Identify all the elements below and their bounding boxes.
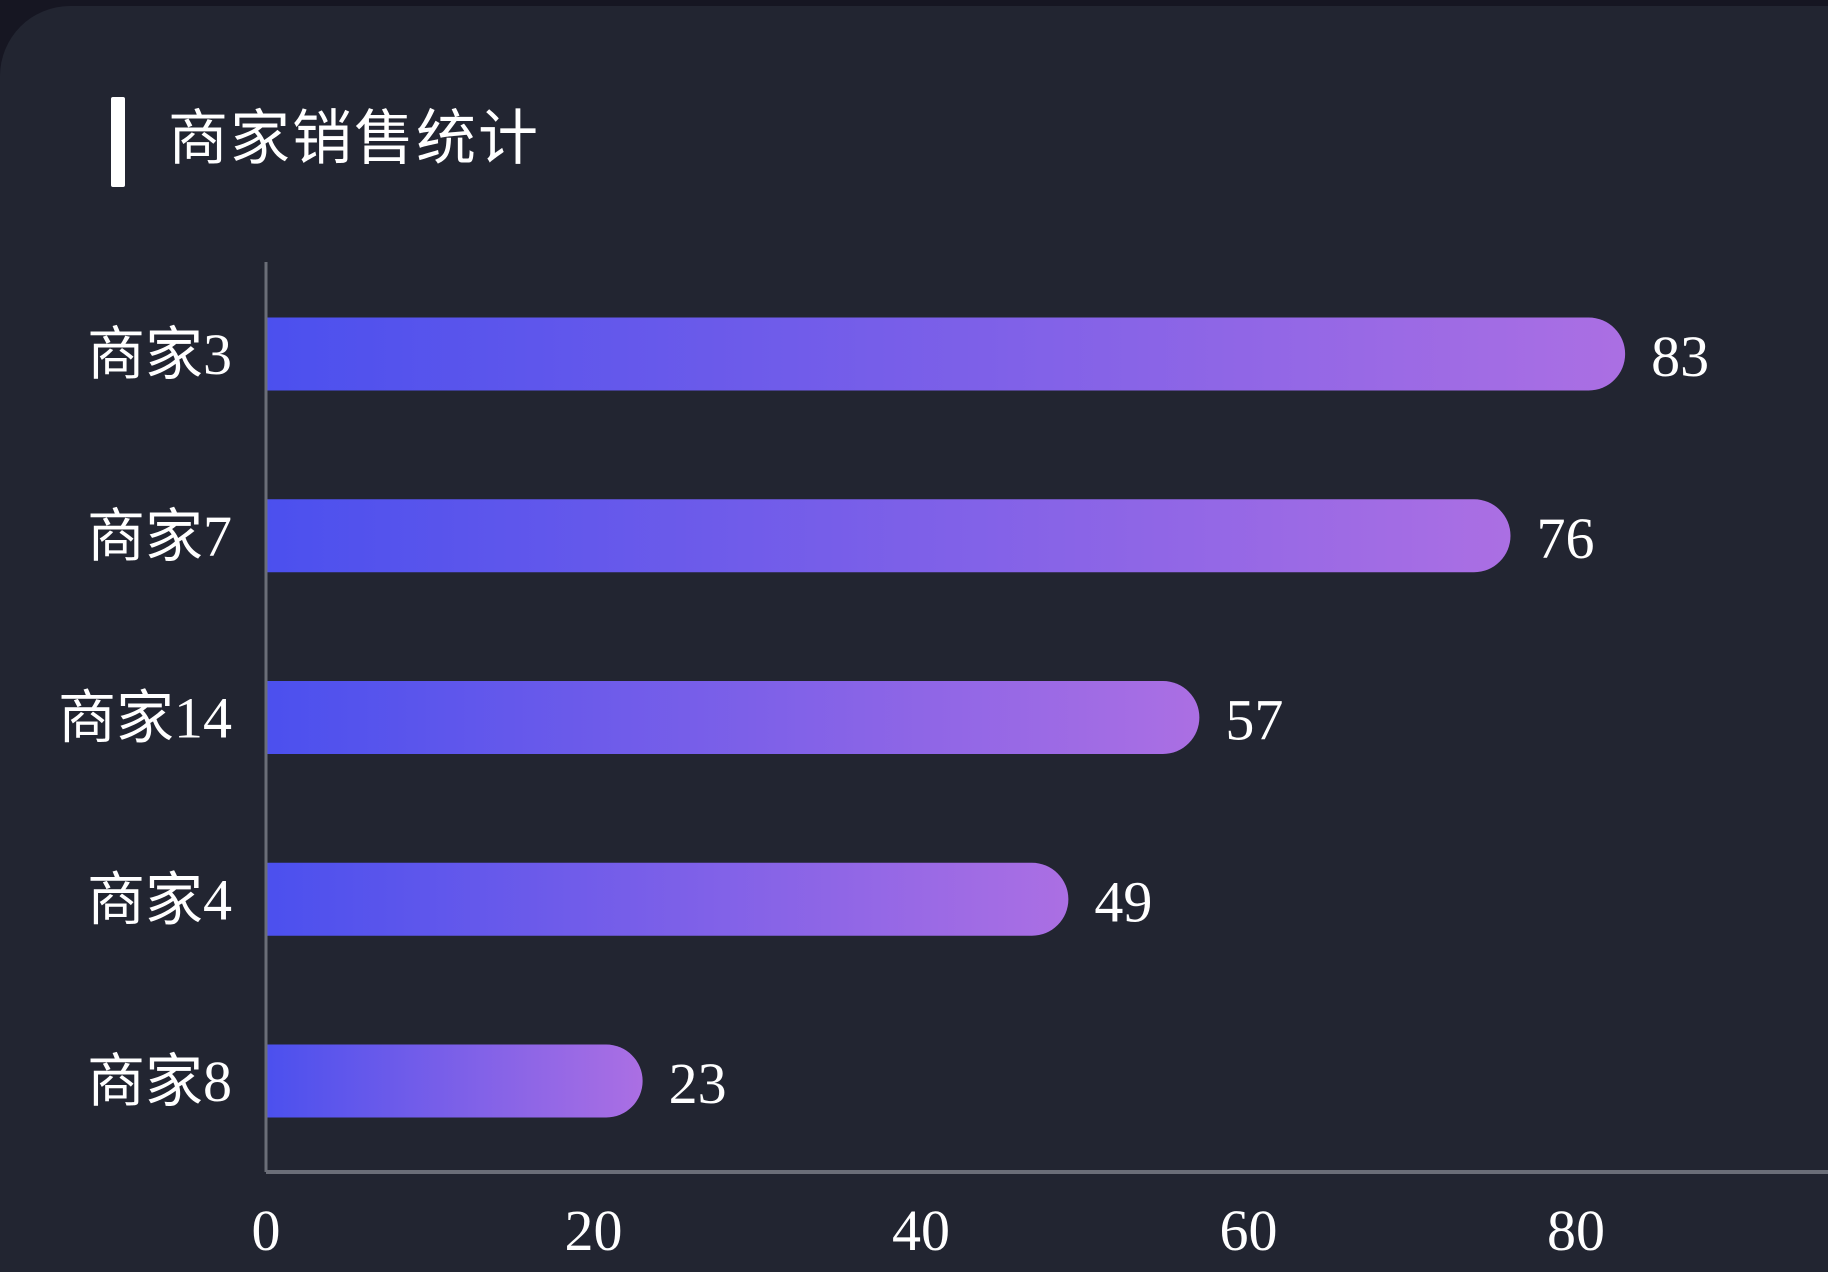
bar: [266, 862, 1069, 936]
value-label: 23: [669, 1051, 727, 1116]
category-label: 商家3: [87, 322, 232, 387]
x-tick-label: 20: [565, 1198, 623, 1263]
bar: [266, 317, 1626, 391]
category-label: 商家7: [87, 504, 232, 569]
bar: [266, 681, 1200, 754]
category-label: 商家8: [87, 1049, 232, 1114]
value-label: 49: [1094, 869, 1152, 934]
value-label: 83: [1651, 324, 1709, 389]
value-label: 57: [1225, 688, 1283, 753]
x-tick-label: 40: [892, 1198, 950, 1263]
bar: [266, 1044, 643, 1118]
x-tick-label: 80: [1547, 1198, 1605, 1263]
x-tick-label: 0: [252, 1198, 281, 1263]
x-tick-label: 60: [1220, 1198, 1278, 1263]
chart-title: 商家销售统计: [168, 106, 540, 172]
title-accent-bar: [111, 97, 125, 187]
category-label: 商家14: [58, 686, 232, 751]
category-label: 商家4: [87, 867, 232, 932]
value-label: 76: [1537, 506, 1595, 571]
bar: [266, 499, 1511, 573]
